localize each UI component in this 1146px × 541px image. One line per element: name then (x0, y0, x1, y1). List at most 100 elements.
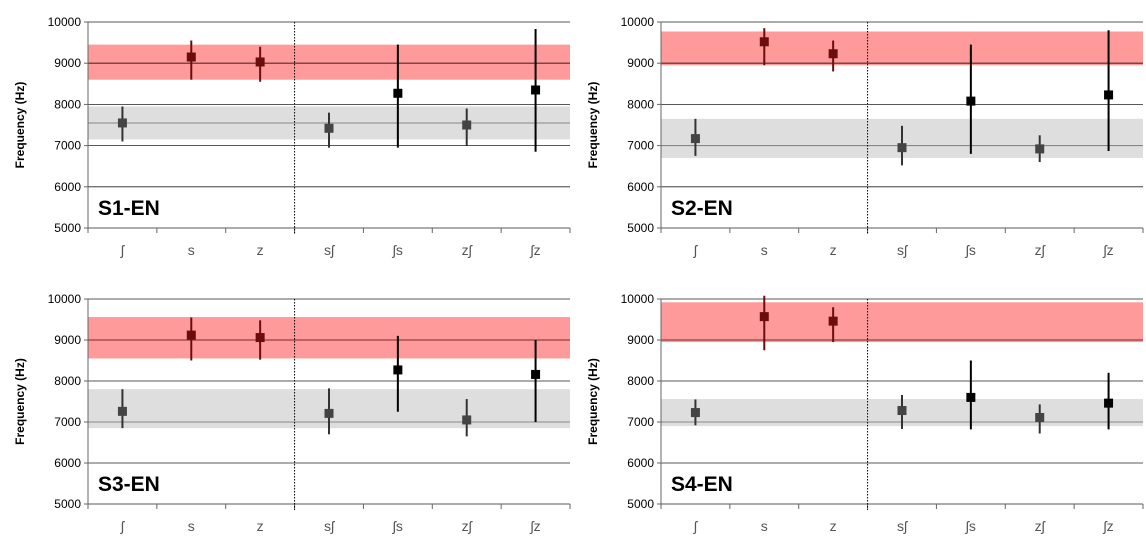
x-tick-label: s (761, 518, 768, 534)
mean-marker (966, 96, 976, 106)
y-axis-label: Frequency (Hz) (13, 358, 27, 445)
mean-marker (966, 392, 976, 402)
chart-panel-s1: 5000 6000 7000 8000 9000 10000 Frequency (Hz) ʃ… (0, 0, 573, 268)
y-tick-label: 5000 (627, 221, 654, 235)
x-tick-label: ʃs (965, 518, 976, 534)
x-tick-label: ʃz (1103, 518, 1114, 534)
mean-marker (531, 369, 541, 379)
y-tick-label: 6000 (627, 456, 654, 470)
y-tick-label: 5000 (54, 221, 81, 235)
mean-marker (1104, 398, 1114, 408)
panel-label-box (667, 192, 741, 222)
y-tick-label: 9000 (627, 56, 654, 70)
chart-panel-s3: 5000 6000 7000 8000 9000 10000 Frequency (Hz) ʃ… (0, 268, 573, 536)
x-tick-label: s (188, 518, 195, 534)
chart-panel-s2: 5000 6000 7000 8000 9000 10000 Frequency (Hz) ʃ… (573, 0, 1146, 268)
y-tick-label: 7000 (54, 139, 81, 153)
mean-marker (759, 312, 769, 322)
y-tick-label: 9000 (627, 333, 654, 347)
mean-marker (828, 49, 838, 59)
mean-marker (828, 316, 838, 326)
band-s-z (661, 302, 1143, 343)
y-tick-label: 8000 (54, 374, 81, 388)
mean-marker (186, 52, 196, 62)
mean-marker (117, 406, 127, 416)
band-s-z (88, 317, 570, 359)
x-tick-label: sʃ (897, 242, 909, 258)
y-tick-label: 6000 (627, 180, 654, 194)
x-tick-label: z (830, 518, 837, 534)
y-tick-label: 8000 (627, 97, 654, 111)
x-tick-label: ʃz (530, 518, 541, 534)
y-axis-label: Frequency (Hz) (586, 82, 600, 169)
panel-label: S3-EN (98, 473, 160, 496)
mean-marker (1035, 144, 1045, 154)
x-tick-label: ʃz (530, 242, 541, 258)
y-tick-label: 5000 (54, 497, 81, 511)
panel-label-box (667, 468, 741, 498)
y-tick-label: 9000 (54, 56, 81, 70)
x-tick-label: s (188, 242, 195, 258)
mean-marker (897, 143, 907, 153)
x-tick-label: ʃs (392, 518, 403, 534)
mean-marker (690, 408, 700, 418)
x-tick-label: zʃ (1035, 242, 1047, 258)
x-tick-label: sʃ (324, 242, 336, 258)
mean-marker (462, 415, 472, 425)
mean-marker (462, 120, 472, 130)
y-tick-label: 10000 (48, 292, 82, 306)
x-tick-label: ʃ (120, 518, 126, 534)
y-tick-label: 10000 (621, 292, 655, 306)
y-tick-label: 6000 (54, 456, 81, 470)
y-axis-label: Frequency (Hz) (13, 82, 27, 169)
x-tick-label: z (830, 242, 837, 258)
y-tick-label: 6000 (54, 180, 81, 194)
x-tick-label: zʃ (462, 242, 474, 258)
y-tick-label: 7000 (627, 415, 654, 429)
panel-label-box (94, 192, 168, 222)
x-tick-label: zʃ (462, 518, 474, 534)
x-tick-label: z (257, 242, 264, 258)
y-tick-label: 7000 (627, 139, 654, 153)
mean-marker (255, 333, 265, 343)
y-tick-label: 10000 (621, 15, 655, 29)
y-tick-label: 7000 (54, 415, 81, 429)
x-tick-label: zʃ (1035, 518, 1047, 534)
panel-label: S1-EN (98, 197, 160, 220)
mean-marker (1104, 90, 1114, 100)
x-tick-label: s (761, 242, 768, 258)
mean-marker (759, 37, 769, 47)
x-tick-label: z (257, 518, 264, 534)
mean-marker (324, 123, 334, 133)
mean-marker (690, 134, 700, 144)
x-tick-label: sʃ (324, 518, 336, 534)
chart-svg: 5000 6000 7000 8000 9000 10000 Frequency (Hz) ʃ… (13, 292, 571, 534)
panel-label: S4-EN (671, 473, 733, 496)
mean-marker (255, 57, 265, 67)
band-s-z (88, 44, 570, 80)
y-tick-label: 8000 (54, 97, 81, 111)
mean-marker (393, 365, 403, 375)
mean-marker (324, 408, 334, 418)
x-tick-label: sʃ (897, 518, 909, 534)
chart-svg: 5000 6000 7000 8000 9000 10000 Frequency (Hz) ʃ… (586, 292, 1144, 534)
x-tick-label: ʃ (693, 242, 699, 258)
x-tick-label: ʃs (392, 242, 403, 258)
y-tick-label: 8000 (627, 374, 654, 388)
mean-marker (393, 88, 403, 98)
y-axis-label: Frequency (Hz) (586, 358, 600, 445)
panel-label: S2-EN (671, 197, 733, 220)
mean-marker (117, 118, 127, 128)
chart-svg: 5000 6000 7000 8000 9000 10000 Frequency (Hz) ʃ… (586, 15, 1144, 258)
panel-label-box (94, 468, 168, 498)
x-tick-label: ʃz (1103, 242, 1114, 258)
y-tick-label: 9000 (54, 333, 81, 347)
mean-marker (897, 406, 907, 416)
mean-marker (186, 330, 196, 340)
band-s-z (661, 31, 1143, 66)
x-tick-label: ʃ (693, 518, 699, 534)
chart-panel-s4: 5000 6000 7000 8000 9000 10000 Frequency (Hz) ʃ… (573, 268, 1146, 536)
y-tick-label: 5000 (627, 497, 654, 511)
x-tick-label: ʃs (965, 242, 976, 258)
mean-marker (1035, 412, 1045, 422)
